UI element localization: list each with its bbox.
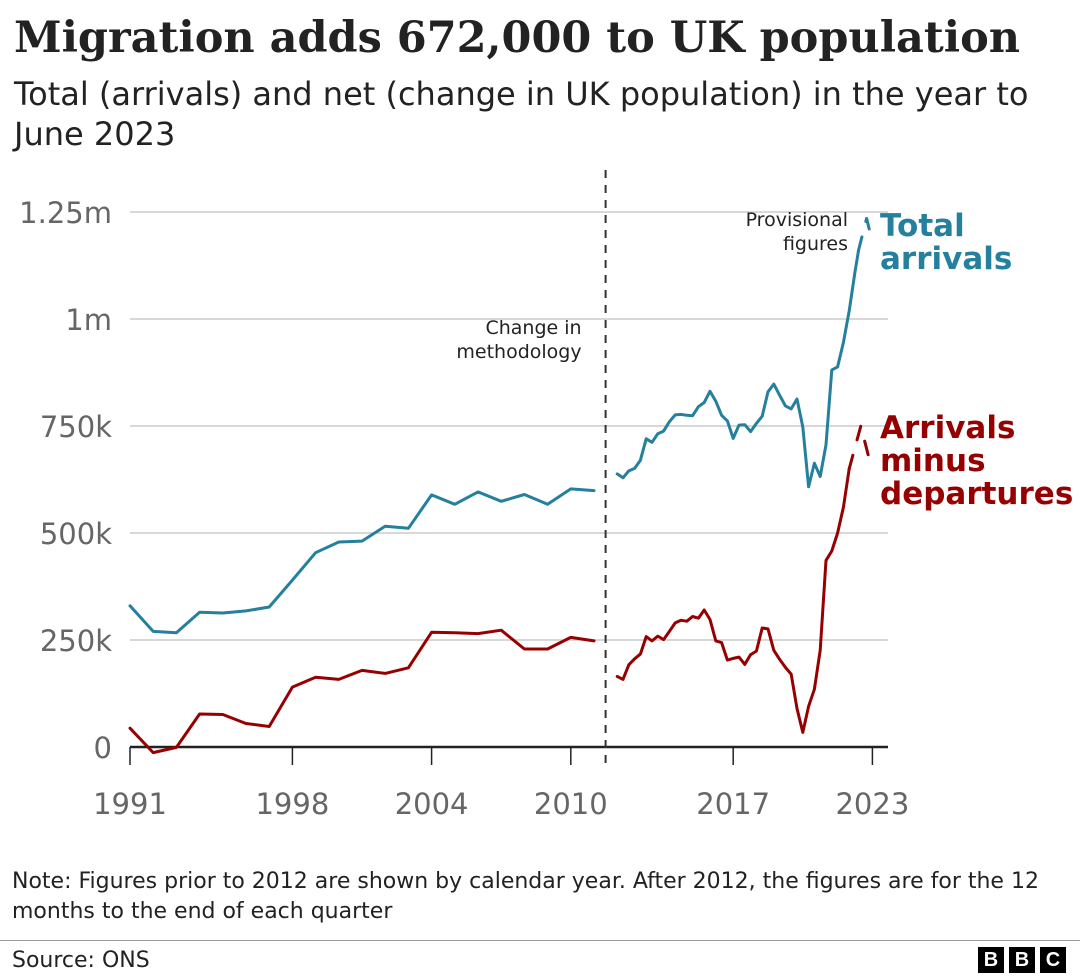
total-arrivals-label: Total (880, 208, 965, 244)
y-tick-label: 1m (65, 303, 112, 337)
line-chart: 0 250k 500k 750k 1m 1.25m 1991 1998 2004 2010 201… (19, 170, 1073, 821)
methodology-annotation: Change in (485, 317, 581, 339)
net-migration-label: minus (880, 443, 986, 479)
chart-subtitle: Total (arrivals) and net (change in UK p… (14, 75, 1029, 153)
x-tick-label: 2017 (696, 787, 770, 821)
x-tick-label: 2010 (534, 787, 608, 821)
x-tick-label: 2023 (835, 787, 909, 821)
y-tick-label: 1.25m (19, 196, 112, 230)
gridlines (130, 211, 888, 641)
net-migration-label: Arrivals (880, 410, 1015, 446)
net-migration-line (128, 628, 596, 755)
x-tick-label: 1991 (93, 787, 167, 821)
logo-letter-c: C (1040, 947, 1066, 973)
net-migration-provisional-line (847, 424, 872, 471)
y-tick-label: 500k (40, 517, 112, 551)
x-axis (129, 745, 888, 765)
source-credit: Source: ONS (12, 948, 150, 973)
chart-note: Note: Figures prior to 2012 are shown by… (12, 869, 1039, 924)
y-tick-label: 0 (94, 731, 112, 765)
y-tick-label: 250k (40, 624, 112, 658)
total-arrivals-line (615, 249, 860, 489)
y-axis-labels: 0 250k 500k 750k 1m 1.25m (19, 196, 112, 765)
provisional-annotation: figures (783, 233, 848, 255)
footer-divider (0, 940, 1080, 941)
series-lines (128, 216, 874, 755)
provisional-annotation: Provisional (746, 209, 848, 231)
y-tick-label: 750k (40, 410, 112, 444)
total-arrivals-provisional-line (857, 216, 874, 252)
total-arrivals-line (128, 487, 596, 635)
bbc-logo: B B C (978, 947, 1066, 973)
x-tick-label: 1998 (255, 787, 329, 821)
methodology-annotation: methodology (456, 341, 581, 363)
logo-letter-b1: B (978, 947, 1004, 973)
x-tick-label: 2004 (395, 787, 469, 821)
chart-title: Migration adds 672,000 to UK population (14, 13, 1021, 63)
net-migration-line (615, 467, 851, 734)
logo-letter-b2: B (1009, 947, 1035, 973)
x-axis-labels: 1991 1998 2004 2010 2017 2023 (93, 787, 909, 821)
total-arrivals-label: arrivals (880, 241, 1012, 277)
net-migration-label: departures (880, 476, 1073, 512)
